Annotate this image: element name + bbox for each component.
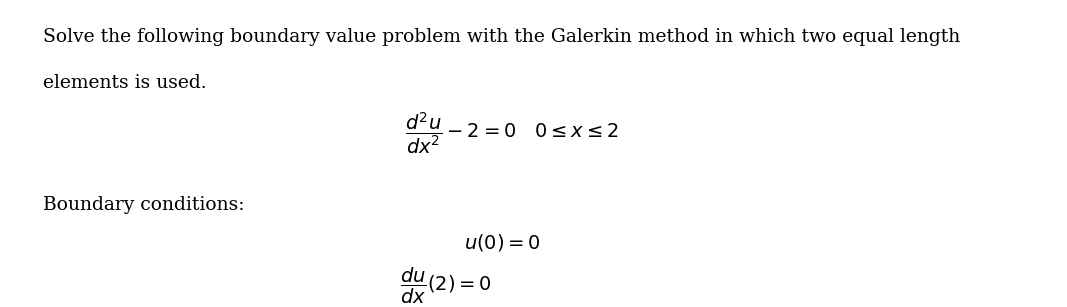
Text: $\dfrac{d^2u}{dx^2} - 2 = 0 \quad 0 \leq x \leq 2$: $\dfrac{d^2u}{dx^2} - 2 = 0 \quad 0 \leq… (405, 111, 619, 156)
Text: $\dfrac{du}{dx}(2) = 0$: $\dfrac{du}{dx}(2) = 0$ (400, 266, 492, 305)
Text: $u(0) = 0$: $u(0) = 0$ (464, 232, 541, 253)
Text: Solve the following boundary value problem with the Galerkin method in which two: Solve the following boundary value probl… (43, 28, 960, 46)
Text: Boundary conditions:: Boundary conditions: (43, 196, 244, 215)
Text: elements is used.: elements is used. (43, 74, 206, 92)
